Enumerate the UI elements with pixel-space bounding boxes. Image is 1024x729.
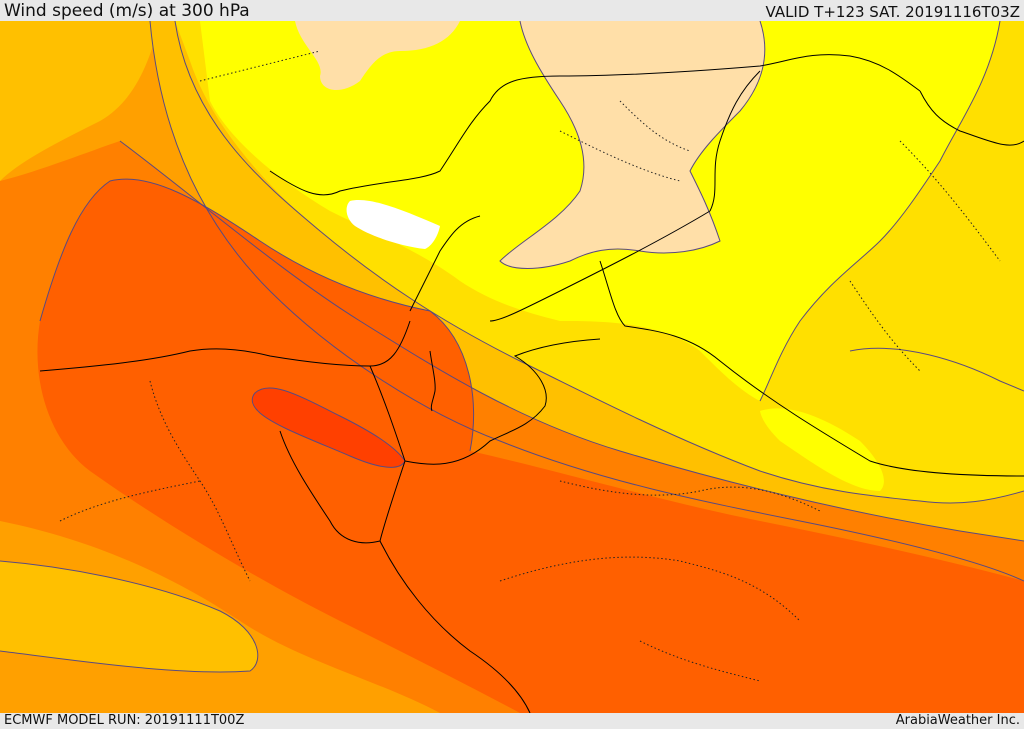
band-yellow-east <box>760 408 884 491</box>
band-red-core <box>252 387 405 468</box>
admin-egypt-2 <box>59 480 201 522</box>
model-run-label: ECMWF MODEL RUN: 20191111T00Z <box>4 713 245 728</box>
footer-bar: ECMWF MODEL RUN: 20191111T00Z ArabiaWeat… <box>0 713 1024 729</box>
contour-9 <box>849 347 1024 392</box>
band-lower-left-light <box>0 561 258 672</box>
contour-4 <box>39 178 475 452</box>
border-saudi-jordan <box>404 338 601 465</box>
border-east-arabia <box>919 90 1024 146</box>
border-sinai-gulf <box>279 365 406 544</box>
border-syria-iraq <box>709 70 761 212</box>
map-title: Wind speed (m/s) at 300 hPa <box>4 1 250 21</box>
admin-saudi-3 <box>639 640 761 682</box>
contour-6 <box>251 387 406 468</box>
border-red-sea <box>379 540 531 713</box>
admin-iran-1 <box>899 140 1001 262</box>
contour-3 <box>119 140 1024 542</box>
country-borders <box>39 54 1024 713</box>
contour-1 <box>149 21 1024 582</box>
valid-time: VALID T+123 SAT. 20191116T03Z <box>765 3 1020 21</box>
admin-saudi-1 <box>499 556 801 622</box>
band-tan-core <box>500 21 765 269</box>
admin-gulf-1 <box>849 280 921 372</box>
contour-5 <box>0 560 259 673</box>
admin-boundaries <box>59 50 1001 682</box>
border-egypt-north-coast <box>39 320 411 372</box>
border-dead-sea <box>429 350 436 412</box>
contour-lines <box>0 21 1024 673</box>
contour-2 <box>174 21 1024 504</box>
admin-egypt-1 <box>149 380 251 582</box>
admin-iraq-1 <box>559 130 681 182</box>
border-levant-coast <box>269 54 921 196</box>
band-tan-north <box>295 21 460 91</box>
border-saudi-iraq-east <box>599 260 1024 477</box>
band-upper-left-light <box>0 21 160 181</box>
contour-8 <box>759 21 1001 402</box>
contour-7 <box>499 21 766 269</box>
wind-speed-map[interactable] <box>0 21 1024 713</box>
border-iraq-saudi <box>489 210 711 322</box>
credit-label: ArabiaWeather Inc. <box>895 713 1020 728</box>
header-bar: Wind speed (m/s) at 300 hPa VALID T+123 … <box>0 0 1024 21</box>
admin-iraq-2 <box>619 100 691 152</box>
admin-saudi-2 <box>559 480 821 512</box>
border-lebanon <box>409 215 481 312</box>
band-red-orange-jet <box>37 179 1024 713</box>
band-white-max <box>346 200 440 249</box>
